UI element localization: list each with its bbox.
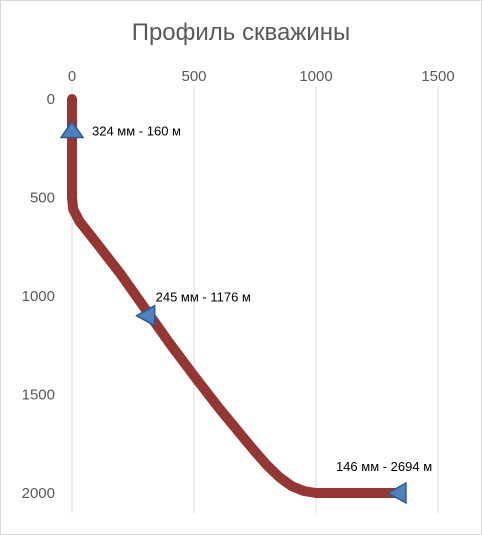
x-tick-label: 0 xyxy=(68,68,76,85)
x-tick-label: 500 xyxy=(181,68,206,85)
series-line xyxy=(67,94,404,498)
casing-marker xyxy=(135,304,156,327)
y-tick-label: 500 xyxy=(30,190,55,207)
marker-layer xyxy=(59,120,407,505)
y-tick-label: 1000 xyxy=(22,288,55,305)
annotation-label: 324 мм - 160 м xyxy=(92,124,181,139)
annotation-label: 245 мм - 1176 м xyxy=(156,290,251,305)
casing-marker xyxy=(59,120,85,139)
x-tick-label: 1500 xyxy=(421,68,454,85)
y-tick-label: 0 xyxy=(47,91,55,108)
series-layer xyxy=(67,94,404,498)
tick-layer: 0 500 1000 1500 0 500 1000 1500 2000 xyxy=(22,68,455,502)
casing-marker xyxy=(386,481,407,505)
annotation-layer: 324 мм - 160 м 245 мм - 1176 м 146 мм - 26… xyxy=(92,124,432,474)
y-tick-label: 1500 xyxy=(22,387,55,404)
y-tick-label: 2000 xyxy=(22,485,55,502)
annotation-label: 146 мм - 2694 м xyxy=(336,459,432,474)
chart-title: Профиль скважины xyxy=(131,19,351,46)
x-tick-label: 1000 xyxy=(299,68,332,85)
